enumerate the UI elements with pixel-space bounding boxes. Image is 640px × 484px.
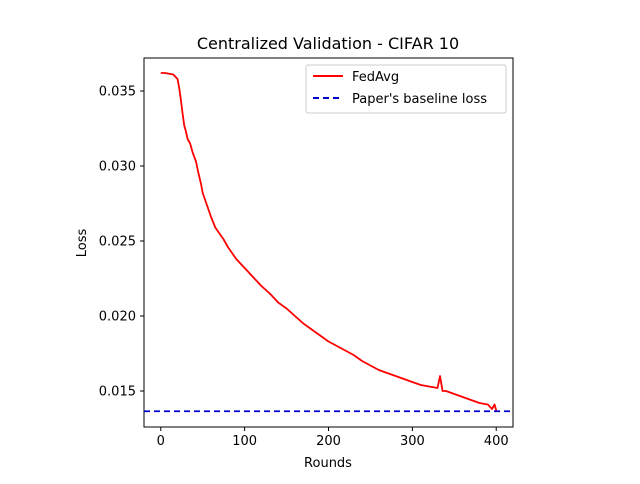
y-tick-label: 0.020 [99, 310, 136, 325]
x-tick-label: 0 [157, 434, 165, 449]
y-axis-ticks: 0.015 0.020 0.025 0.030 0.035 [99, 85, 144, 400]
y-axis-label: Loss [75, 229, 90, 258]
x-tick-label: 400 [484, 434, 509, 449]
series-layer [144, 72, 513, 413]
y-tick-label: 0.035 [99, 85, 136, 100]
x-tick-label: 300 [400, 434, 425, 449]
legend-baseline-label: Paper's baseline loss [352, 92, 487, 107]
x-tick-label: 200 [316, 434, 341, 449]
x-axis-label: Rounds [304, 456, 352, 471]
series-fedavg-line [160, 72, 498, 411]
x-tick-label: 100 [232, 434, 257, 449]
legend: FedAvg Paper's baseline loss [305, 64, 507, 114]
legend-fedavg-label: FedAvg [352, 70, 399, 85]
y-tick-label: 0.015 [99, 385, 136, 400]
chart-title: Centralized Validation - CIFAR 10 [197, 34, 459, 53]
legend-box [305, 64, 507, 114]
y-tick-label: 0.030 [99, 160, 136, 175]
x-axis-ticks: 0 100 200 300 400 [157, 427, 509, 449]
y-tick-label: 0.025 [99, 235, 136, 250]
